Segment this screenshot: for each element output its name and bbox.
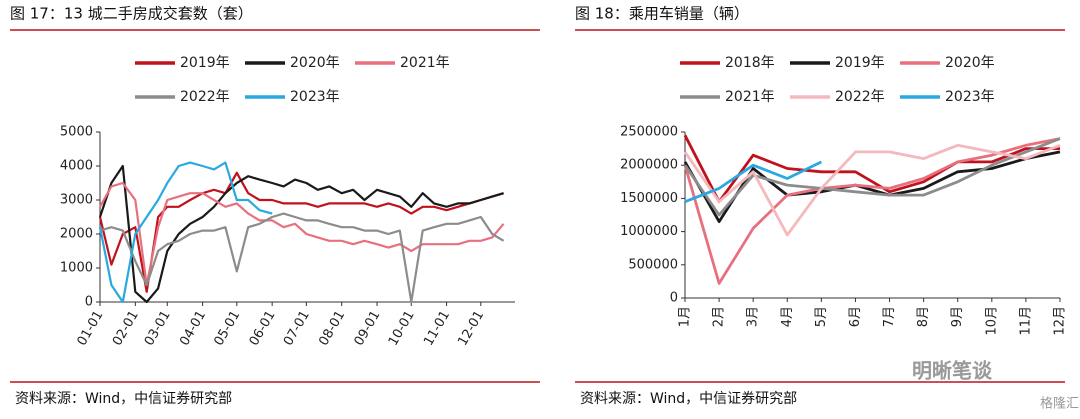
y-tick-label: 1000000: [620, 224, 678, 239]
x-tick-label: 2月: [712, 306, 727, 327]
x-tick-label: 6月: [848, 306, 863, 327]
y-tick-label: 1500000: [620, 191, 678, 206]
series-line: [683, 137, 1061, 217]
series-line: [98, 161, 273, 304]
legend-label: 2020年: [290, 55, 340, 71]
x-tick-label: 08-01: [316, 308, 348, 348]
y-tick-label: 2500000: [620, 125, 678, 140]
x-tick-label: 7月: [882, 306, 897, 327]
legend-label: 2023年: [945, 89, 995, 105]
series-line: [99, 181, 505, 287]
source: 资料来源：Wind，中信证券研究部: [15, 391, 232, 407]
x-tick-label: 05-01: [211, 308, 243, 348]
x-tick-label: 9月: [950, 306, 965, 327]
series-line: [684, 160, 823, 204]
x-tick-label: 3月: [746, 306, 761, 327]
watermark-small: 格隆汇: [1040, 396, 1079, 412]
x-tick-label: 07-01: [281, 308, 313, 348]
x-tick-label: 02-01: [110, 308, 142, 348]
x-tick-label: 10月: [984, 306, 999, 336]
series-line: [683, 143, 1061, 237]
y-tick-label: 500000: [628, 257, 678, 272]
legend-label: 2022年: [835, 89, 885, 105]
series-line: [99, 212, 505, 304]
x-tick-label: 10-01: [386, 308, 418, 348]
chart-title: 图 18：乘用车销量（辆）: [575, 5, 749, 23]
legend-label: 2021年: [725, 89, 775, 105]
legend-label: 2021年: [400, 55, 450, 71]
x-tick-label: 4月: [780, 306, 795, 327]
y-tick-label: 3000: [60, 193, 93, 208]
x-tick-label: 03-01: [142, 308, 174, 348]
x-tick-label: 11月: [1018, 306, 1033, 336]
y-tick-label: 5000: [60, 125, 93, 140]
watermark: 明晰笔谈: [912, 359, 993, 383]
x-tick-label: 01-01: [75, 308, 107, 348]
x-tick-label: 12-01: [455, 308, 487, 348]
y-tick-label: 2000: [60, 227, 93, 242]
y-tick-label: 0: [85, 295, 93, 310]
legend-label: 2019年: [180, 55, 230, 71]
y-tick-label: 4000: [60, 159, 93, 174]
x-tick-label: 12月: [1053, 306, 1068, 336]
x-tick-label: 1月: [678, 306, 693, 327]
source: 资料来源：Wind，中信证券研究部: [580, 391, 797, 407]
series-line: [98, 164, 504, 304]
x-tick-label: 11-01: [421, 308, 453, 348]
chart-title: 图 17：13 城二手房成交套数（套）: [10, 5, 253, 23]
x-tick-label: 06-01: [247, 308, 279, 348]
y-tick-label: 0: [670, 291, 678, 306]
legend-label: 2020年: [945, 55, 995, 71]
series-line: [683, 134, 1060, 204]
legend-label: 2023年: [290, 89, 340, 105]
legend-label: 2018年: [725, 55, 775, 71]
x-tick-label: 04-01: [177, 308, 209, 348]
legend-label: 2019年: [835, 55, 885, 71]
y-tick-label: 2000000: [620, 158, 678, 173]
x-tick-label: 09-01: [352, 308, 384, 348]
y-tick-label: 1000: [60, 261, 93, 276]
x-tick-label: 8月: [916, 306, 931, 327]
series-line: [98, 171, 504, 293]
legend-label: 2022年: [180, 89, 230, 105]
x-tick-label: 5月: [814, 306, 829, 327]
